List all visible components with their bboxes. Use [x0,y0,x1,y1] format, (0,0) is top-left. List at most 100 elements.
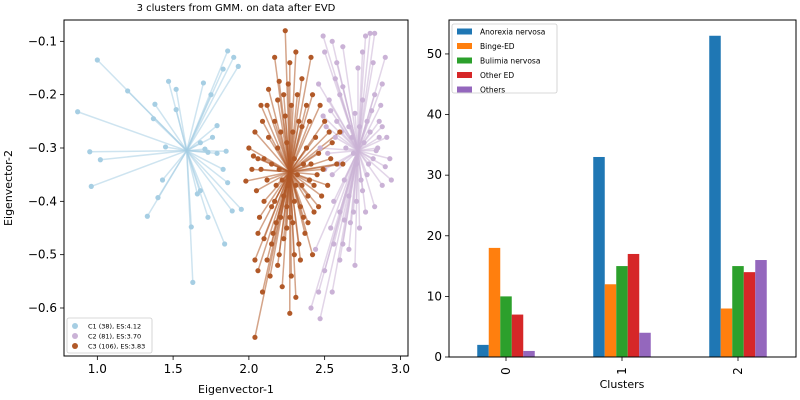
scatter-point-c1 [220,66,226,72]
bar-legend-label: Binge-ED [480,42,515,51]
scatter-spoke-c3 [289,163,312,173]
scatter-spoke-c1 [186,125,218,152]
scatter-point-c2 [352,110,358,116]
scatter-point-c2 [329,38,335,44]
scatter-spoke-c2 [357,150,364,191]
scatter-point-c3 [253,188,260,194]
scatter-point-c1 [173,86,179,92]
scatter-point-c2 [308,305,314,311]
scatter-point-c3 [281,92,287,98]
scatter-point-c3 [293,294,299,300]
scatter-spoke-c3 [277,147,291,173]
scatter-point-c3 [287,60,293,66]
scatter-y-tick-label: −0.3 [28,141,57,155]
scatter-point-c1 [225,180,231,186]
scatter-point-c2 [322,49,328,55]
scatter-plot-frame [63,19,409,357]
scatter-point-c2 [337,92,343,98]
bar-x-tick-label: 0 [499,367,513,375]
scatter-point-c3 [259,118,266,124]
scatter-point-c2 [334,60,340,66]
bar-others-cluster-1 [639,332,651,357]
scatter-point-c2 [315,289,322,295]
scatter-spoke-c2 [339,150,359,213]
scatter-point-c3 [273,220,279,226]
scatter-point-c2 [337,257,343,263]
scatter-spoke-c1 [186,149,224,171]
scatter-point-c3 [297,204,304,210]
scatter-points [75,28,394,340]
scatter-point-c3 [320,166,326,172]
scatter-point-c2 [359,49,366,55]
scatter-point-c1 [231,54,237,60]
scatter-legend-marker-c2 [72,333,78,339]
scatter-point-c3 [299,124,305,130]
scatter-spoke-c1 [186,150,202,191]
scatter-point-c3 [269,161,275,167]
scatter-point-c2 [388,177,394,183]
scatter-point-c1 [197,188,203,194]
scatter-point-c2 [332,134,338,140]
bar-legend: Anorexia nervosa Binge-ED Bulimia nervosa O… [451,23,558,95]
scatter-point-c3 [308,161,314,167]
scatter-point-c3 [278,214,284,220]
scatter-spoke-c2 [320,147,359,152]
scatter-point-c1 [222,241,228,247]
scatter-spoke-c1 [77,111,188,152]
scatter-x-tick-label: 2.5 [315,362,334,376]
scatter-point-c3 [300,214,307,220]
scatter-spoke-c3 [289,126,303,173]
scatter-spoke-c3 [289,171,297,298]
scatter-y-tick-label: −0.5 [28,248,57,262]
scatter-point-c3 [255,268,261,274]
scatter-chart: 3 clusters from GMM. on data after EVD 1… [2,3,410,396]
bar-legend-swatch [457,43,472,49]
scatter-point-c3 [258,102,264,108]
bar-anorexia-nervosa-cluster-2 [709,35,721,357]
scatter-point-c3 [337,129,343,135]
bar-chart: 0 1 2 0 10 20 30 40 50 Clusters Anorexia nervos… [427,19,797,391]
scatter-point-c3 [290,129,296,135]
scatter-point-c3 [264,102,270,108]
scatter-point-c3 [312,134,319,140]
scatter-point-c1 [209,134,216,140]
scatter-point-c2 [317,145,323,151]
scatter-point-c2 [355,65,361,71]
scatter-point-c2 [329,172,335,178]
scatter-point-c3 [276,166,282,172]
bar-anorexia-nervosa-cluster-1 [593,156,605,357]
scatter-point-c3 [288,273,294,279]
scatter-legend-label-c3: C3 (106), ES:3.83 [88,343,145,351]
scatter-point-c3 [305,193,311,199]
bar-x-axis: 0 1 2 [499,357,745,375]
scatter-spoke-c1 [161,150,188,181]
bar-marks [477,35,767,357]
scatter-point-c2 [350,150,357,156]
bar-y-tick-label: 30 [427,168,442,182]
scatter-point-c3 [250,153,257,159]
scatter-point-c3 [317,102,323,108]
scatter-spoke-c2 [357,150,374,160]
scatter-point-c2 [362,209,369,215]
scatter-point-c3 [276,78,282,84]
scatter-point-c1 [208,92,214,98]
scatter-point-c2 [372,204,378,210]
scatter-point-c3 [290,220,296,226]
scatter-point-c3 [259,289,266,295]
scatter-point-c1 [159,177,166,183]
bar-legend-swatch [457,86,472,93]
bar-legend-label: Bulimia nervosa [480,57,540,66]
scatter-point-c3 [306,177,313,183]
scatter-point-c2 [337,209,343,215]
bar-y-axis: 0 10 20 30 40 50 [427,47,449,364]
scatter-point-c2 [312,246,319,252]
scatter-spoke-c1 [91,149,188,188]
scatter-spoke-c2 [325,126,359,152]
scatter-point-c3 [275,97,281,103]
scatter-point-c2 [379,81,385,87]
scatter-point-c2 [334,118,340,124]
scatter-point-c3 [255,230,261,236]
scatter-point-c3 [278,129,284,135]
scatter-point-c2 [373,148,379,154]
bar-plot-frame [448,19,797,358]
